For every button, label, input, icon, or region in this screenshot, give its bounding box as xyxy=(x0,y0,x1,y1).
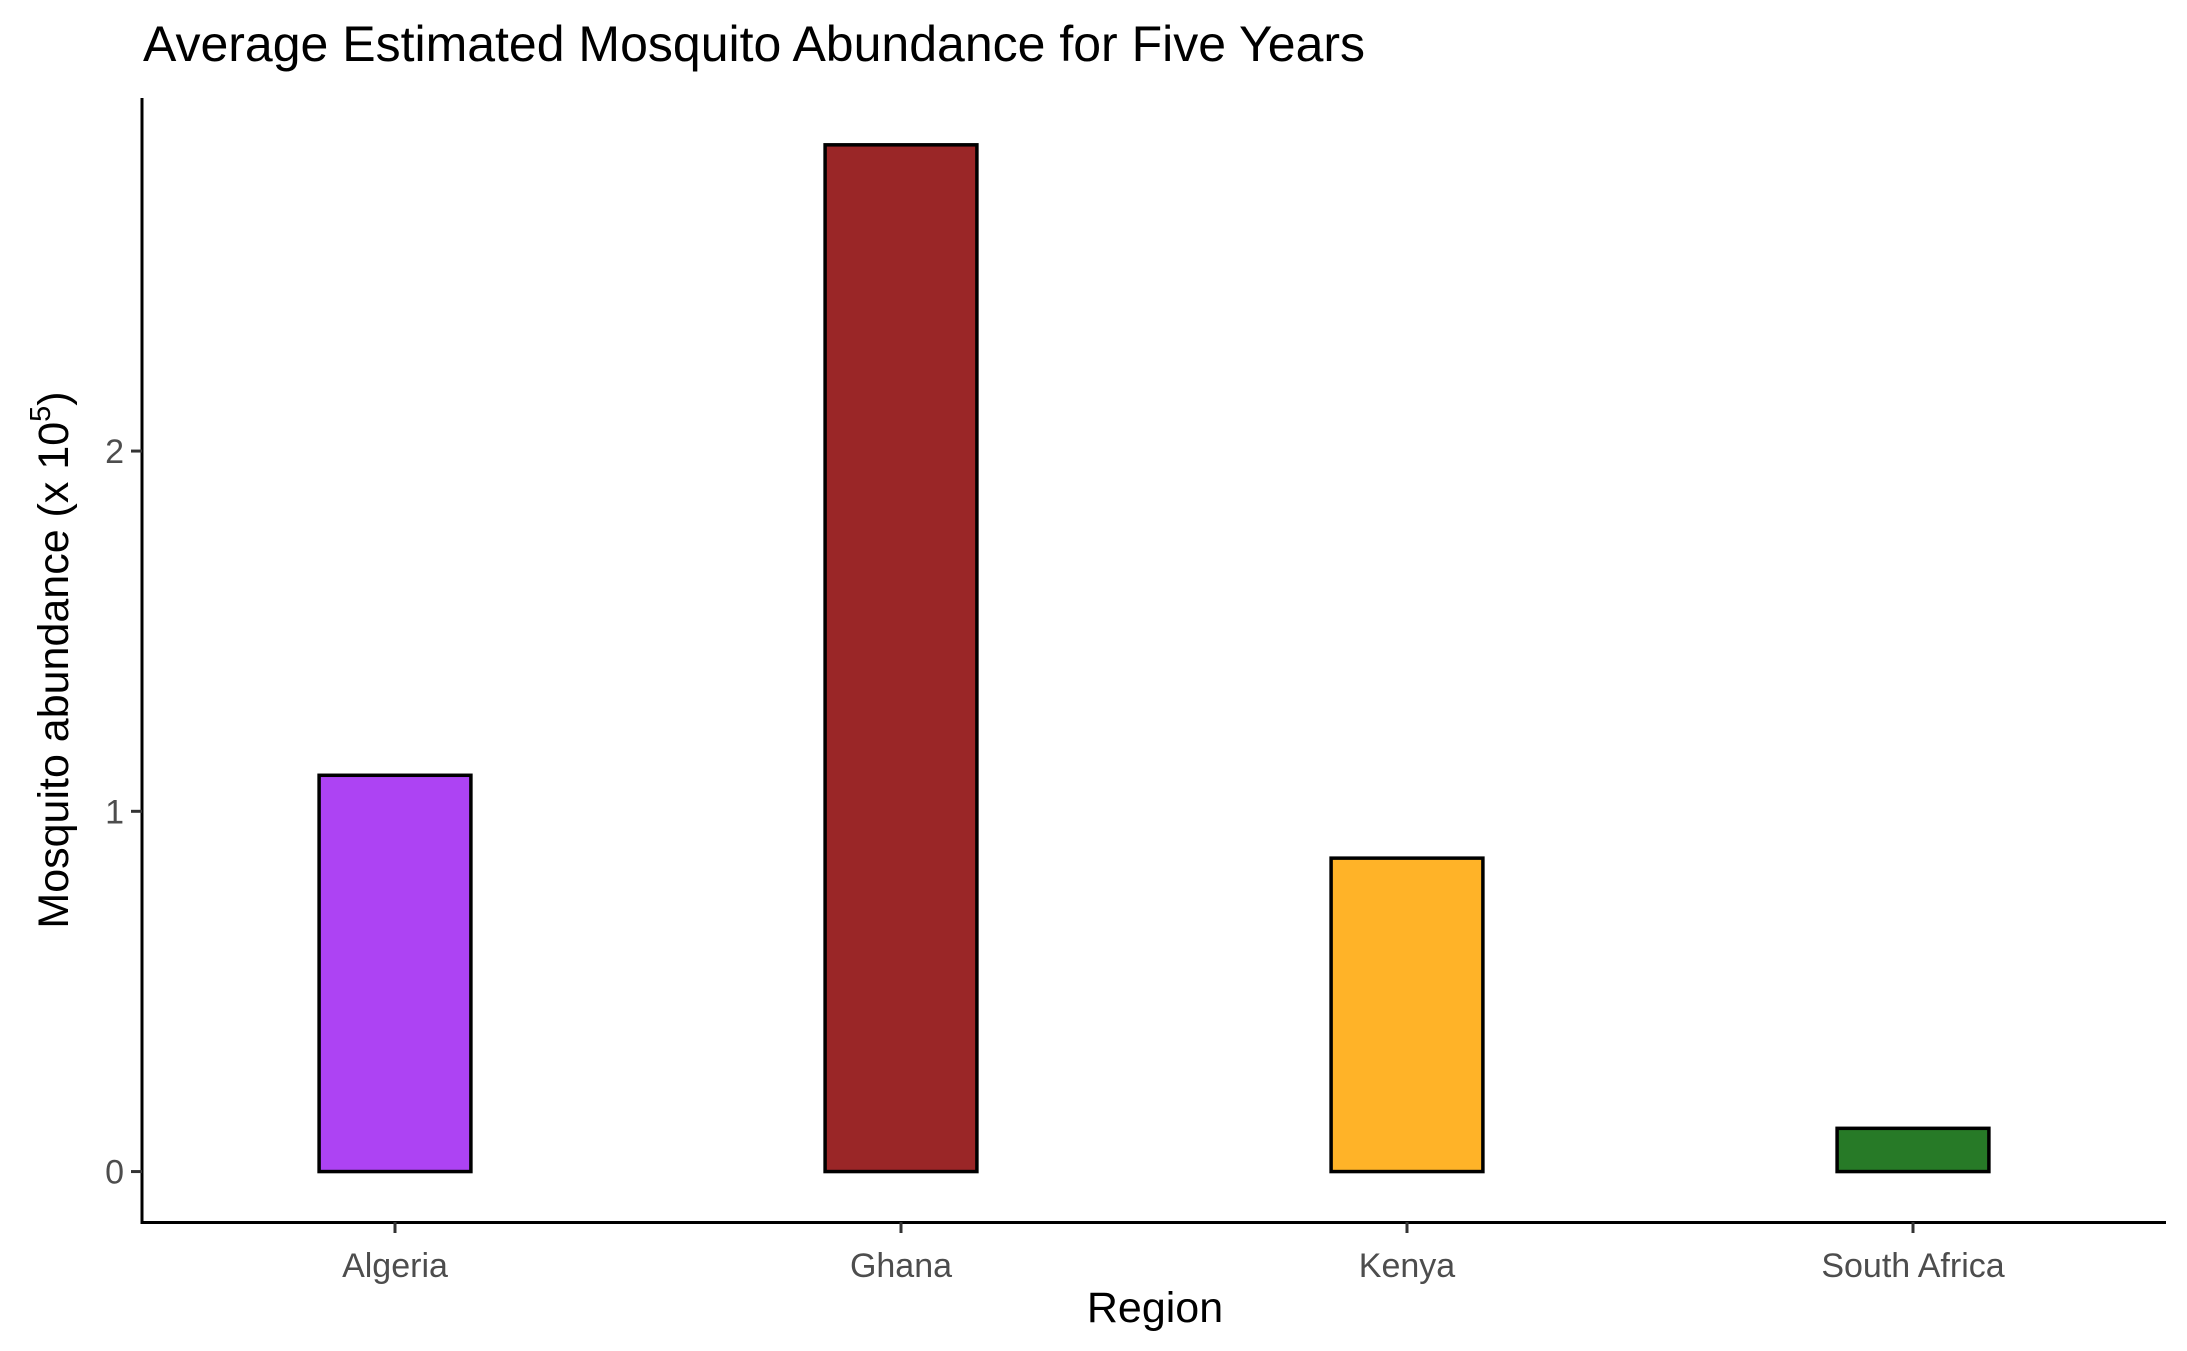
x-tick-label-south-africa: South Africa xyxy=(1821,1247,2004,1285)
y-axis-title-main: Mosquito abundance (x 10 xyxy=(30,422,78,929)
bar-ghana xyxy=(823,143,979,1174)
bar-kenya xyxy=(1329,856,1485,1174)
y-axis-title-close: ) xyxy=(30,391,78,405)
bar-algeria xyxy=(317,773,473,1174)
x-tick-label-ghana: Ghana xyxy=(850,1247,952,1285)
x-tick-label-kenya: Kenya xyxy=(1359,1247,1455,1285)
y-axis-title-superscript: 5 xyxy=(25,406,57,422)
y-ticks-group: 0 1 2 xyxy=(105,433,142,1192)
bars-group xyxy=(317,143,1991,1174)
chart-title: Average Estimated Mosquito Abundance for… xyxy=(143,16,1365,72)
x-axis-title: Region xyxy=(1087,1284,1223,1332)
x-tick-label-algeria: Algeria xyxy=(342,1247,448,1285)
bar-south-africa xyxy=(1835,1126,1991,1174)
y-axis-title: Mosquito abundance (x 105) xyxy=(25,391,78,928)
x-ticks-group: Algeria Ghana Kenya South Africa xyxy=(342,1222,2005,1285)
y-tick-label: 0 xyxy=(105,1154,124,1192)
y-tick-label: 1 xyxy=(105,793,124,831)
y-tick-label: 2 xyxy=(105,433,124,471)
